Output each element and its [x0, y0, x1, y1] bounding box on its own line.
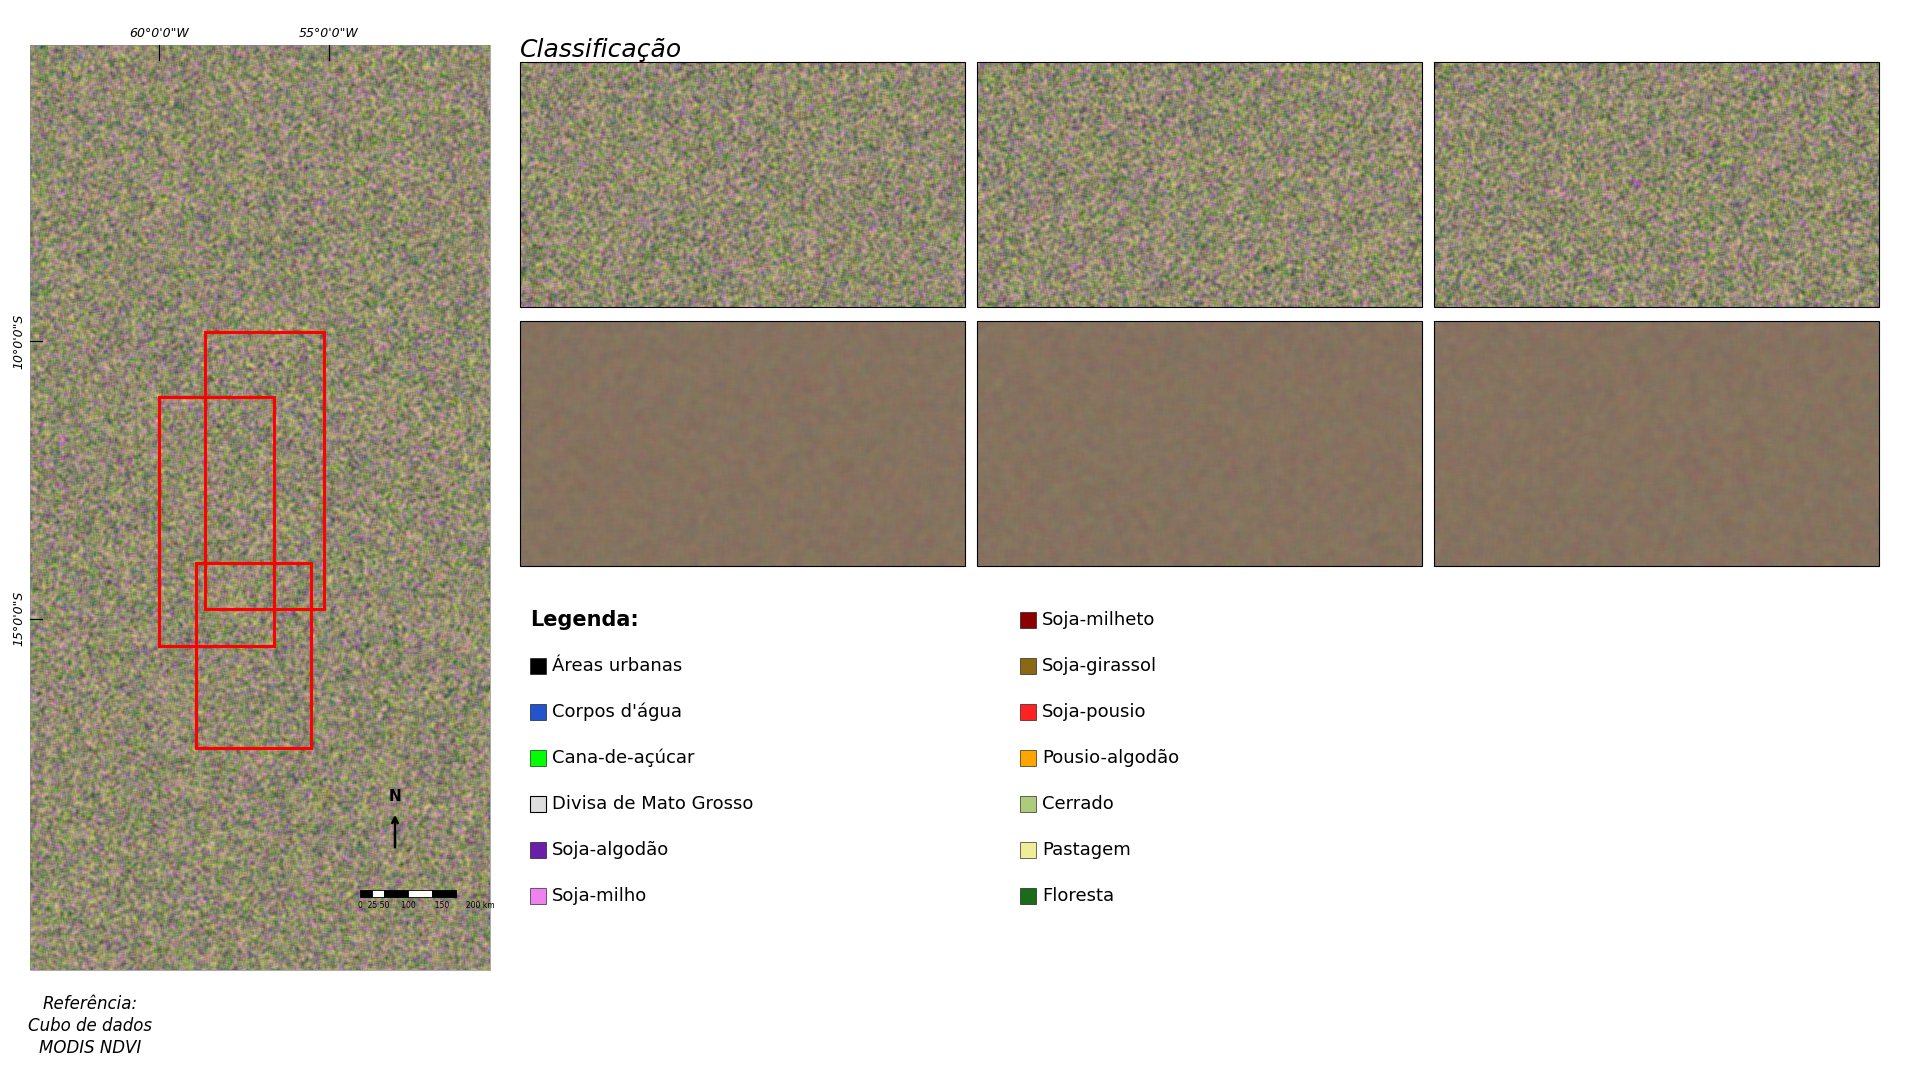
Bar	[1020, 658, 1037, 674]
Bar	[530, 704, 545, 720]
Text: Cerrado: Cerrado	[1043, 795, 1114, 813]
Text: N: N	[388, 789, 401, 804]
Text: Floresta: Floresta	[1043, 887, 1114, 905]
Bar	[530, 842, 545, 858]
Text: Referência:: Referência:	[42, 995, 138, 1013]
Bar	[372, 890, 384, 897]
Bar	[31, 45, 490, 970]
Bar	[530, 888, 545, 904]
Text: Áreas urbanas: Áreas urbanas	[553, 657, 682, 675]
Text: Soja-pousio: Soja-pousio	[1043, 703, 1146, 721]
Bar	[1020, 842, 1037, 858]
Text: 55°0'0"W: 55°0'0"W	[300, 27, 359, 40]
Text: 0  25 50     100        150       200 km: 0 25 50 100 150 200 km	[357, 901, 495, 910]
Bar	[977, 62, 1423, 307]
Bar	[1020, 796, 1037, 812]
Bar	[530, 658, 545, 674]
Text: Corpos d'água: Corpos d'água	[553, 703, 682, 721]
Bar	[977, 321, 1423, 566]
Bar	[530, 750, 545, 766]
Bar	[432, 890, 457, 897]
Bar	[407, 890, 432, 897]
Text: Cubo de dados: Cubo de dados	[29, 1017, 152, 1035]
Text: Divisa de Mato Grosso: Divisa de Mato Grosso	[553, 795, 753, 813]
Text: Cana-de-açúcar: Cana-de-açúcar	[553, 748, 695, 767]
Text: MODIS NDVI: MODIS NDVI	[38, 1039, 142, 1057]
Bar	[1020, 704, 1037, 720]
Text: Pastagem: Pastagem	[1043, 841, 1131, 859]
Bar	[1020, 612, 1037, 627]
Text: 10°0'0"S: 10°0'0"S	[12, 313, 25, 368]
Text: 60°0'0"W: 60°0'0"W	[129, 27, 188, 40]
Bar	[1434, 62, 1880, 307]
Text: Soja-girassol: Soja-girassol	[1043, 657, 1158, 675]
Bar	[520, 62, 966, 307]
Bar	[384, 890, 407, 897]
Bar	[196, 563, 311, 748]
Bar	[530, 796, 545, 812]
Bar	[1020, 750, 1037, 766]
Bar	[361, 890, 372, 897]
Text: Soja-milheto: Soja-milheto	[1043, 611, 1156, 629]
Text: Soja-algodão: Soja-algodão	[553, 841, 670, 859]
Text: Soja-milho: Soja-milho	[553, 887, 647, 905]
Bar	[520, 321, 966, 566]
Bar	[159, 396, 275, 646]
Text: Classificação: Classificação	[520, 38, 682, 62]
Text: 15°0'0"S: 15°0'0"S	[12, 591, 25, 646]
Bar	[1434, 321, 1880, 566]
Text: Pousio-algodão: Pousio-algodão	[1043, 750, 1179, 767]
Text: Legenda:: Legenda:	[530, 610, 639, 630]
Bar	[1020, 888, 1037, 904]
Bar	[205, 332, 324, 609]
